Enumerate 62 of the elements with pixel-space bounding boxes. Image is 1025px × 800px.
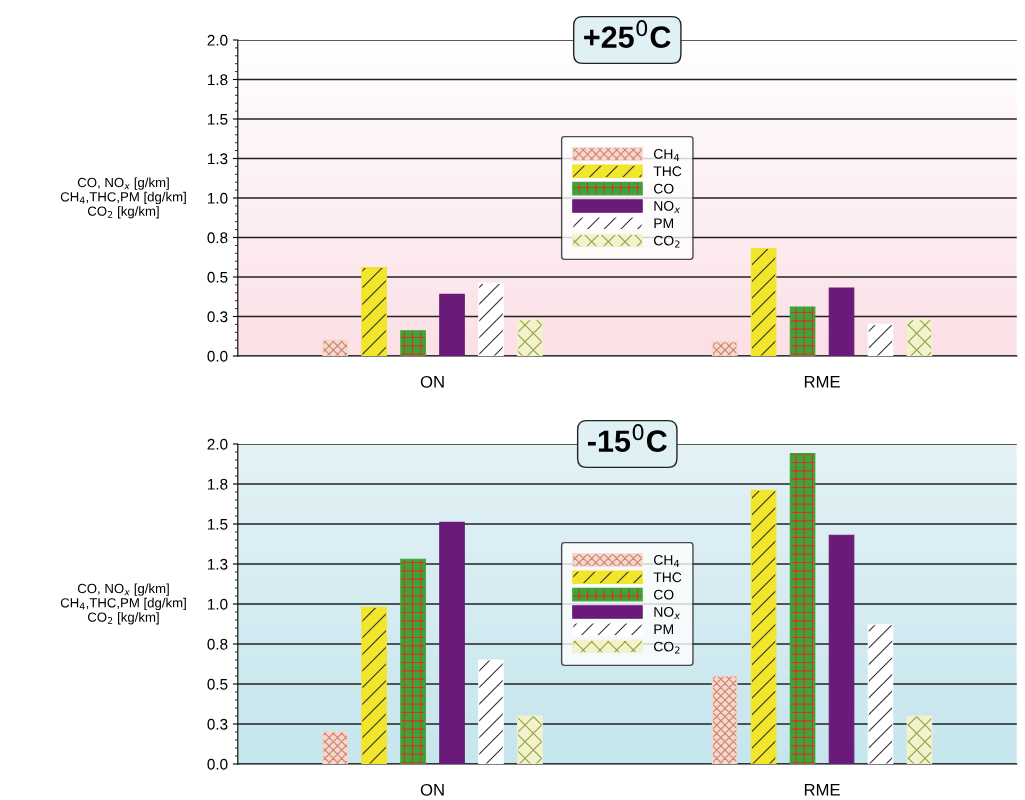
- y-tick-label: 0.0: [207, 758, 228, 770]
- bar: [361, 266, 387, 356]
- y-tick-label: 1.3: [208, 558, 228, 570]
- bar: [867, 624, 894, 764]
- y-tick-label: 1.8: [208, 74, 228, 86]
- bar: [750, 489, 777, 764]
- chart-title: +25$^{0}$C: [584, 20, 671, 48]
- y-tick-label: 1.5: [208, 519, 228, 530]
- bar: [439, 293, 465, 356]
- bar: [789, 453, 816, 764]
- bar: [517, 715, 543, 764]
- y-tick-label: 2.0: [207, 438, 228, 450]
- y-tick-label: 1.8: [208, 478, 228, 490]
- legend-label: THC: [653, 572, 682, 583]
- x-tick-label: RME: [804, 784, 840, 796]
- x-tick-label: RME: [804, 376, 840, 388]
- legend-label: CH$_{4}$: [654, 555, 680, 567]
- legend-label: CO$_{2}$: [654, 235, 680, 248]
- y-tick-label: 0.8: [207, 232, 228, 244]
- y-tick-label: 0.3: [207, 718, 228, 730]
- legend-label: THC: [653, 166, 682, 177]
- legend-label: CH$_{4}$: [654, 149, 680, 161]
- x-tick-label: ON: [420, 783, 444, 796]
- y-tick-label: 2.0: [207, 34, 228, 46]
- bar: [828, 287, 855, 356]
- bar: [400, 330, 426, 356]
- bar: [789, 306, 816, 356]
- text: CO, NO$_{x}$ [g/km] CH$_{4}$,THC,PM [dg/km] CO$_{2}$ [kg/km]: [60, 177, 186, 219]
- bar: [711, 341, 738, 356]
- legend-label: CO: [654, 183, 674, 194]
- bar: [322, 731, 348, 764]
- bar: [906, 319, 933, 356]
- bar: [478, 659, 504, 764]
- legend-label: PM: [654, 624, 673, 635]
- y-tick-label: 1.3: [208, 153, 228, 165]
- bar: [322, 339, 348, 356]
- bar: [517, 319, 543, 356]
- y-tick-label: 0.3: [207, 311, 228, 323]
- legend-label: NO$_{x}$: [654, 606, 681, 619]
- bar: [711, 675, 738, 764]
- bar: [750, 248, 777, 356]
- legend-label: NO$_{x}$: [654, 200, 681, 213]
- bar: [400, 558, 426, 764]
- y-tick-label: 0.0: [207, 350, 228, 362]
- bar: [906, 715, 933, 764]
- bar: [828, 534, 855, 764]
- x-tick-label: ON: [420, 375, 444, 388]
- text: CO, NO$_{x}$ [g/km] CH$_{4}$,THC,PM [dg/km] CO$_{2}$ [kg/km]: [60, 583, 186, 625]
- legend-label: CO: [654, 589, 674, 600]
- y-tick-label: 1.0: [208, 192, 228, 204]
- chart-title: -15$^{0}$C: [588, 424, 667, 452]
- y-tick-label: 1.5: [208, 114, 228, 125]
- legend-label: PM: [654, 218, 673, 229]
- y-tick-label: 0.5: [207, 271, 228, 283]
- y-tick-label: 0.5: [207, 678, 228, 690]
- bar: [439, 521, 465, 764]
- legend-label: CO$_{2}$: [654, 641, 680, 654]
- bar: [867, 323, 894, 356]
- bar: [478, 282, 504, 356]
- y-tick-label: 0.8: [207, 638, 228, 650]
- y-tick-label: 1.0: [208, 598, 228, 610]
- bar: [361, 606, 387, 764]
